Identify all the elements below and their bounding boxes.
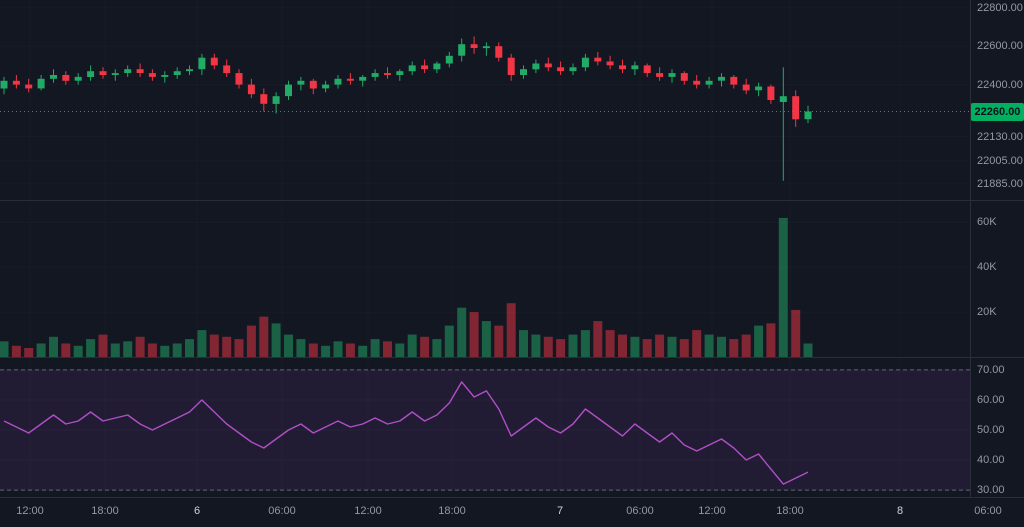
price-tick-label: 22130.00	[977, 130, 1023, 143]
pane-separator-rsi[interactable]	[0, 357, 1024, 358]
rsi-line	[3, 381, 809, 485]
price-tick-label: 22400.00	[977, 78, 1023, 91]
pane-separator-volume[interactable]	[0, 200, 1024, 201]
time-tick-label: 8	[896, 505, 904, 517]
rsi-tick-label: 60.00	[977, 393, 1005, 406]
chart-plot-area[interactable]	[0, 0, 970, 497]
rsi-tick-label: 40.00	[977, 454, 1005, 467]
last-price-tag: 22260.00	[971, 102, 1024, 121]
time-tick-label: 18:00	[438, 505, 466, 517]
price-tick-label: 21885.00	[977, 177, 1023, 190]
time-tick-label: 06:00	[974, 505, 1002, 517]
time-tick-label: 12:00	[354, 505, 382, 517]
time-tick-label: 06:00	[268, 505, 296, 517]
price-axis[interactable]: 22800.00 22600.00 22400.00 22130.00 22005.00…	[970, 0, 1024, 497]
time-tick-label: 18:00	[91, 505, 119, 517]
candlestick-series	[0, 36, 812, 181]
volume-series	[0, 217, 813, 357]
time-tick-label: 18:00	[776, 505, 804, 517]
price-tick-label: 22600.00	[977, 40, 1023, 53]
volume-tick-label: 40K	[977, 261, 997, 274]
rsi-tick-label: 50.00	[977, 424, 1005, 436]
time-tick-label: 12:00	[698, 505, 726, 517]
volume-tick-label: 60K	[977, 216, 997, 229]
price-tick-label: 22005.00	[977, 154, 1023, 167]
rsi-tick-label: 30.00	[977, 484, 1005, 497]
rsi-tick-label: 70.00	[977, 363, 1005, 376]
rsi-band	[0, 369, 970, 491]
time-tick-label: 06:00	[626, 505, 654, 517]
time-tick-label: 6	[193, 505, 201, 517]
time-tick-label: 7	[556, 505, 564, 517]
volume-tick-label: 20K	[977, 306, 997, 319]
time-axis[interactable]: 12:00 18:00 6 06:00 12:00 18:00 7 06:00 12:00 18:…	[0, 497, 1024, 527]
price-tick-label: 22800.00	[977, 1, 1023, 14]
time-tick-label: 12:00	[16, 505, 44, 517]
